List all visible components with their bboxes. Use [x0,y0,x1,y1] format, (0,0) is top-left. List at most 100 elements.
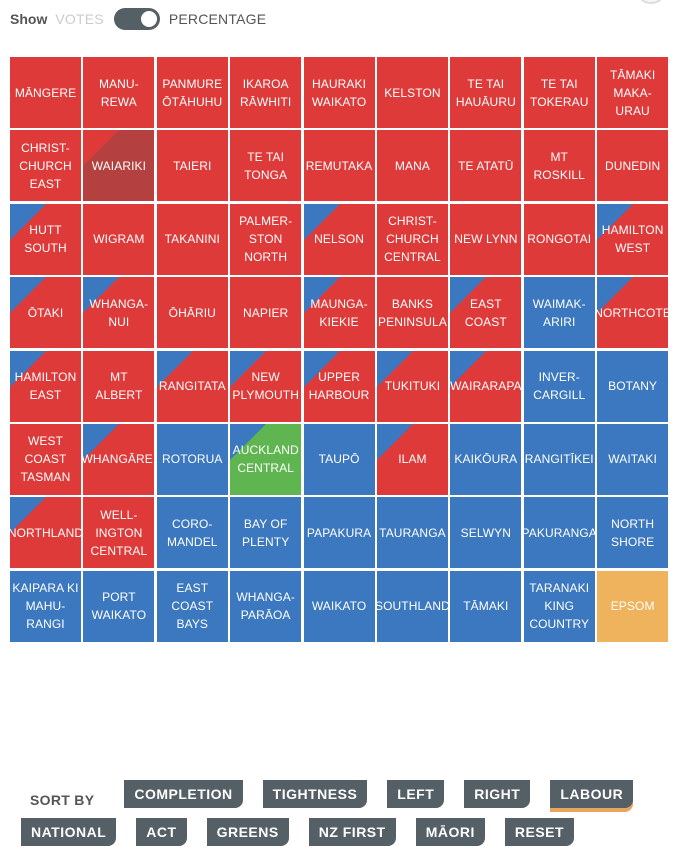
electorate-tile[interactable]: TARANAKI KING COUNTRY [523,570,595,642]
swing-corner-marker [83,130,120,167]
electorate-tile[interactable]: RONGOTAI [523,203,595,275]
sort-act-button[interactable]: ACT [136,818,187,846]
electorate-tile[interactable]: NELSON [303,203,375,275]
electorate-tile[interactable]: AUCKLAND CENTRAL [230,423,302,495]
sort-national-button[interactable]: NATIONAL [21,818,117,846]
swing-corner-marker [450,277,487,314]
electorate-tile[interactable]: WAIMAK- ARIRI [523,277,595,349]
sort-greens-button[interactable]: GREENS [206,818,289,846]
electorate-tile[interactable]: TUKITUKI [376,350,448,422]
electorate-tile[interactable]: TE TAI TOKERAU [523,57,595,128]
electorate-tile[interactable]: CHRIST- CHURCH EAST [10,130,81,202]
electorate-tile[interactable]: WAIARIKI [83,130,155,202]
sort-reset-button[interactable]: RESET [504,818,575,846]
electorate-tile[interactable]: MĀNGERE [10,57,81,128]
electorate-tile[interactable]: NORTHLAND [10,497,81,569]
sort-labour-button[interactable]: LABOUR [550,780,634,808]
electorate-tile[interactable]: WHANGĀREI [83,423,155,495]
electorate-tile[interactable]: BOTANY [597,350,669,422]
electorate-tile[interactable]: RANGITATA [156,350,228,422]
electorate-tile[interactable]: MT ROSKILL [523,130,595,202]
electorate-tile[interactable]: ROTORUA [156,423,228,495]
electorate-tile[interactable]: KAIPARA KI MAHU- RANGI [10,570,81,642]
electorate-tile[interactable]: HAMILTON EAST [10,350,81,422]
electorate-tile[interactable]: MAUNGA- KIEKIE [303,277,375,349]
partial-circle-button[interactable] [637,0,665,4]
electorate-tile[interactable]: WHANGA- PARĀOA [230,570,302,642]
electorate-tile[interactable]: ŌHĀRIU [156,277,228,349]
electorate-tile[interactable]: WHANGA- NUI [83,277,155,349]
electorate-tile[interactable]: EAST COAST BAYS [156,570,228,642]
electorate-tile[interactable]: WAIKATO [303,570,375,642]
electorate-tile[interactable]: WELL- INGTON CENTRAL [83,497,155,569]
electorate-tile[interactable]: TAIERI [156,130,228,202]
electorate-tile[interactable]: NORTH SHORE [597,497,669,569]
electorate-tile[interactable]: PORT WAIKATO [83,570,155,642]
electorate-tile[interactable]: EAST COAST [450,277,522,349]
electorate-tile[interactable]: PAPAKURA [303,497,375,569]
electorate-tile[interactable]: TAUPŌ [303,423,375,495]
electorate-name: CHRIST- CHURCH EAST [19,140,72,191]
sort-tightness-button[interactable]: TIGHTNESS [262,780,368,808]
electorate-tile[interactable]: PALMER- STON NORTH [230,203,302,275]
electorate-tile[interactable]: KELSTON [376,57,448,128]
electorate-tile[interactable]: CORO- MANDEL [156,497,228,569]
electorate-tile[interactable]: TE TAI TONGA [230,130,302,202]
electorate-tile[interactable]: SOUTHLAND [376,570,448,642]
electorate-tile[interactable]: NEW PLYMOUTH [230,350,302,422]
votes-percentage-toggle[interactable] [113,8,160,30]
votes-option[interactable]: VOTES [55,11,104,27]
sort-completion-button[interactable]: COMPLETION [124,780,243,808]
electorate-tile[interactable]: CHRIST- CHURCH CENTRAL [376,203,448,275]
electorate-tile[interactable]: TE ATATŪ [450,130,522,202]
electorate-tile[interactable]: HAMILTON WEST [597,203,669,275]
electorate-tile[interactable]: MANA [376,130,448,202]
swing-corner-marker [10,497,46,534]
electorate-tile[interactable]: TAURANGA [376,497,448,569]
electorate-tile[interactable]: SELWYN [450,497,522,569]
electorate-tile[interactable]: HUTT SOUTH [10,203,81,275]
electorate-tile[interactable]: TAKANINI [156,203,228,275]
electorate-tile[interactable]: TĀMAKI [450,570,522,642]
percentage-option[interactable]: PERCENTAGE [168,11,267,27]
electorate-tile[interactable]: WAIRARAPA [450,350,522,422]
electorate-tile[interactable]: ILAM [376,423,448,495]
electorate-tile[interactable]: PAKURANGA [523,497,595,569]
electorate-tile[interactable]: INVER- CARGILL [523,350,595,422]
electorate-tile[interactable]: WAITAKI [597,423,669,495]
electorate-tile[interactable]: MT ALBERT [83,350,155,422]
electorate-tile[interactable]: WEST COAST TASMAN [10,423,81,495]
electorate-name: PAPAKURA [306,525,372,540]
swing-corner-marker [10,203,46,240]
electorate-tile[interactable]: PANMURE ŌTĀHUHU [156,57,228,128]
electorate-tile[interactable]: BAY OF PLENTY [230,497,302,569]
electorate-name: TARANAKI KING COUNTRY [529,581,590,632]
electorate-name: MAUNGA- KIEKIE [310,296,368,329]
electorate-tile[interactable]: REMUTAKA [303,130,375,202]
electorate-tile[interactable]: MANU- REWA [83,57,155,128]
electorate-name: WAIMAK- ARIRI [532,296,586,329]
electorate-tile[interactable]: TĀMAKI MAKA- URAU [597,57,669,128]
electorate-name: MANU- REWA [98,76,139,109]
sort-right-button[interactable]: RIGHT [464,780,531,808]
electorate-tile[interactable]: NAPIER [230,277,302,349]
electorate-tile[interactable]: HAURAKI WAIKATO [303,57,375,128]
electorate-name: ROTORUA [162,452,223,467]
electorate-tile[interactable]: BANKS PENINSULA [376,277,448,349]
electorate-tile[interactable]: RANGITĪKEI [523,423,595,495]
electorate-tile[interactable]: EPSOM [597,570,669,642]
sort-left-button[interactable]: LEFT [387,780,445,808]
electorate-tile[interactable]: NORTHCOTE [597,277,669,349]
electorate-tile[interactable]: WIGRAM [83,203,155,275]
electorate-tile[interactable]: NEW LYNN [450,203,522,275]
electorate-name: WHANGA- PARĀOA [236,590,296,623]
electorate-name: UPPER HARBOUR [308,370,370,403]
electorate-tile[interactable]: KAIKŌURA [450,423,522,495]
electorate-tile[interactable]: ŌTAKI [10,277,81,349]
electorate-tile[interactable]: TE TAI HAUĀURU [450,57,522,128]
electorate-tile[interactable]: DUNEDIN [597,130,669,202]
electorate-tile[interactable]: IKAROA RĀWHITI [230,57,302,128]
sort-nz-first-button[interactable]: NZ FIRST [308,818,396,846]
sort-m-ori-button[interactable]: MĀORI [415,818,485,846]
electorate-tile[interactable]: UPPER HARBOUR [303,350,375,422]
